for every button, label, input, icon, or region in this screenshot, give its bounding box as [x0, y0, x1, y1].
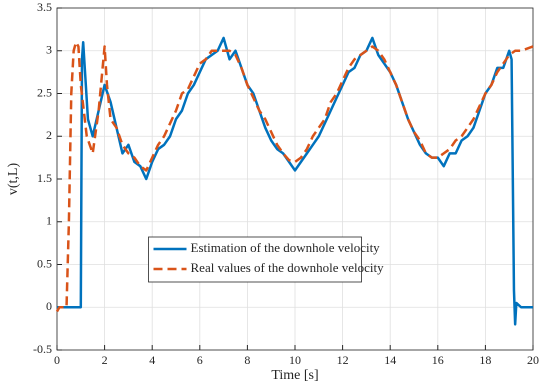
legend-box — [148, 236, 362, 283]
y-tick-label: -0.5 — [33, 342, 52, 356]
legend-label: Estimation of the downhole velocity — [191, 240, 381, 255]
x-tick-label: 4 — [149, 353, 155, 367]
data-line — [57, 36, 533, 326]
x-tick-label: 16 — [432, 353, 444, 367]
y-tick-label: 2 — [46, 128, 52, 142]
x-tick-label: 8 — [244, 353, 250, 367]
y-axis-label: v(t,L) — [6, 163, 21, 196]
x-tick-label: 18 — [479, 353, 491, 367]
legend-label: Real values of the downhole velocity — [191, 260, 385, 275]
y-tick-label: 0 — [46, 299, 52, 313]
x-tick-label: 6 — [197, 353, 203, 367]
y-tick-label: 1.5 — [37, 171, 52, 185]
data-line — [55, 40, 534, 313]
y-tick-label: 3.5 — [37, 0, 52, 14]
x-tick-label: 20 — [527, 353, 539, 367]
x-axis-label: Time [s] — [271, 368, 318, 383]
x-tick-label: 14 — [384, 353, 396, 367]
x-tick-label: 10 — [289, 353, 301, 367]
x-tick-label: 0 — [54, 353, 60, 367]
y-tick-label: 3 — [46, 43, 52, 57]
y-tick-label: 2.5 — [37, 85, 52, 99]
axes-box — [56, 7, 534, 351]
y-tick-label: 0.5 — [37, 256, 52, 270]
x-tick-label: 2 — [102, 353, 108, 367]
x-tick-label: 12 — [337, 353, 349, 367]
y-tick-label: 1 — [46, 214, 52, 228]
